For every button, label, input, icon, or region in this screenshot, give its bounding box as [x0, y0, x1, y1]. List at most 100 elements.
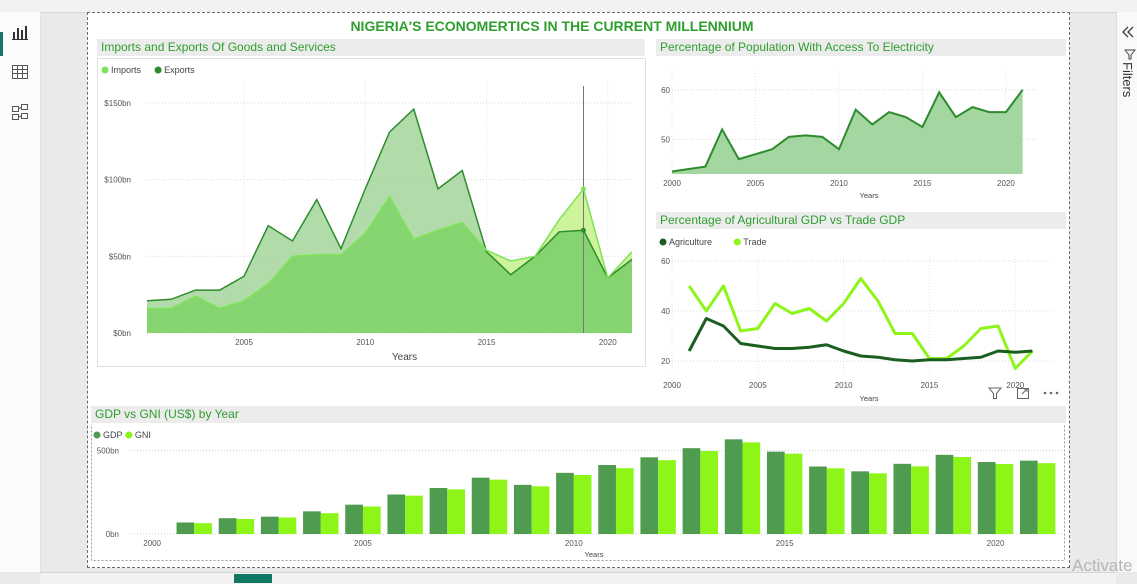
- report-view-button[interactable]: [8, 20, 32, 44]
- overlap-area: [147, 196, 632, 333]
- filters-pane-collapsed[interactable]: [1116, 12, 1137, 572]
- x-axis-title: Years: [585, 550, 604, 559]
- page-tab-active[interactable]: [234, 574, 272, 583]
- y-tick-label-0: $0bn: [113, 329, 131, 338]
- x-tick-label-1: 2005: [354, 539, 372, 548]
- focus-mode-icon[interactable]: [1016, 386, 1030, 400]
- expand-pane-icon[interactable]: [1121, 26, 1135, 38]
- legend-marker-0: [101, 66, 109, 74]
- imports-line: [147, 187, 633, 310]
- legend-label-0: Imports: [111, 65, 142, 75]
- report-title: NIGERIA'S ECONOMERTICS IN THE CURRENT MI…: [350, 18, 754, 34]
- x-tick-label-1: 2005: [747, 179, 765, 188]
- bar-chart-icon: [12, 26, 28, 40]
- gni-bar-2007: [447, 489, 466, 534]
- visual-filter-icon[interactable]: [988, 386, 1002, 400]
- gni-bar-2019: [953, 457, 972, 534]
- data-view-button[interactable]: [8, 60, 32, 84]
- x-tick-label-0: 2000: [663, 179, 681, 188]
- legend-label-1: GNI: [135, 430, 151, 440]
- y-tick-label-2: 60: [661, 257, 670, 266]
- gni-bar-2018: [911, 466, 929, 534]
- x-tick-label-1: 2005: [749, 381, 767, 390]
- view-switcher-rail: [0, 12, 41, 572]
- x-axis-title: Years: [860, 191, 879, 200]
- gdp-bar-2003: [260, 516, 279, 534]
- electricity-line: [671, 89, 1024, 173]
- legend-label-0: Agriculture: [669, 237, 712, 247]
- gni-bar-2002: [236, 519, 255, 534]
- gdp-bar-2008: [471, 477, 490, 534]
- gni-bar-2015: [784, 453, 803, 534]
- visual-border: [97, 58, 646, 367]
- gni-bar-2021: [1037, 463, 1056, 534]
- y-tick-label-3: $150bn: [104, 99, 131, 108]
- hover-point-imports: [581, 186, 586, 192]
- agriculture-line: [687, 317, 1033, 363]
- trade-line: [687, 277, 1034, 370]
- gni-bar-2003: [278, 517, 297, 534]
- x-tick-label-1: 2010: [356, 338, 374, 347]
- gdp-bar-2009: [513, 484, 532, 534]
- selected-view-indicator: [0, 32, 3, 56]
- x-axis-title: Years: [860, 394, 879, 402]
- y-tick-label-0: 20: [661, 357, 670, 366]
- gdp-bar-2018: [893, 463, 912, 534]
- gni-bar-2005: [362, 506, 381, 534]
- selected-visual-border: [91, 424, 1065, 561]
- legend-label-0: GDP: [103, 430, 123, 440]
- gni-bar-2010: [573, 475, 592, 534]
- agri-trade-title: Percentage of Agricultural GDP vs Trade …: [656, 212, 1066, 229]
- x-tick-label-0: 2000: [663, 381, 681, 390]
- gdp-bar-2010: [556, 472, 574, 534]
- x-tick-label-2: 2010: [565, 539, 583, 548]
- gdp-bar-2016: [809, 466, 827, 534]
- gdp-bar-2017: [851, 471, 870, 534]
- y-tick-label-1: $50bn: [109, 252, 131, 261]
- y-tick-label-1: 60: [661, 86, 670, 95]
- x-tick-label-4: 2020: [987, 539, 1005, 548]
- x-tick-label-0: 2000: [143, 539, 161, 548]
- gni-bar-2006: [405, 495, 423, 534]
- model-icon: [12, 104, 28, 120]
- page-tabs-bar: [40, 572, 1116, 584]
- gni-bar-2017: [869, 473, 887, 534]
- x-tick-label-3: 2015: [914, 179, 932, 188]
- more-options-icon[interactable]: [1043, 390, 1059, 396]
- filter-icon: [1124, 49, 1136, 60]
- x-tick-label-0: 2005: [235, 338, 253, 347]
- x-tick-label-2: 2010: [830, 179, 848, 188]
- exports-line: [146, 107, 633, 302]
- electricity-chart[interactable]: 50 60 2000 2005 2010 2015 2020 Years: [656, 58, 1066, 204]
- x-tick-label-4: 2020: [997, 179, 1015, 188]
- x-tick-label-3: 2015: [921, 381, 939, 390]
- gdp-bar-2021: [1019, 460, 1038, 534]
- filters-label[interactable]: Filters: [1120, 62, 1135, 98]
- gni-bar-2014: [742, 442, 761, 534]
- model-view-button[interactable]: [8, 100, 32, 124]
- gni-bar-2008: [489, 479, 508, 534]
- gni-bar-2016: [826, 468, 845, 534]
- table-icon: [12, 65, 28, 79]
- x-tick-label-3: 2020: [599, 338, 617, 347]
- gni-bar-2011: [615, 468, 634, 534]
- legend-label-1: Exports: [164, 65, 195, 75]
- gdp-gni-title: GDP vs GNI (US$) by Year: [91, 406, 1066, 423]
- gdp-bar-2015: [766, 451, 785, 534]
- gdp-gni-chart[interactable]: 0bn 500bn 2000 2005 2010 2015 2020 Years GDP GNI: [91, 424, 1066, 562]
- gni-bar-2004: [320, 513, 339, 534]
- gni-bar-2012: [658, 460, 676, 534]
- imports-exports-chart[interactable]: $0bn $50bn $100bn $150bn 2005 2010 2015 2020 Yea…: [97, 58, 647, 368]
- agri-trade-chart[interactable]: 20 40 60 2000 2005 2010 2015 2020 Years Agricultu…: [656, 230, 1066, 402]
- gdp-bar-2013: [682, 448, 701, 534]
- y-tick-label-1: 500bn: [97, 447, 119, 456]
- legend-marker-1: [154, 66, 162, 74]
- gni-bar-2009: [531, 486, 550, 534]
- gdp-bar-2005: [345, 504, 363, 534]
- gdp-bar-2014: [724, 439, 743, 534]
- gdp-bar-2012: [640, 457, 659, 534]
- activate-watermark: Activate: [1072, 556, 1133, 575]
- electricity-title: Percentage of Population With Access To …: [656, 39, 1066, 56]
- imports-exports-title: Imports and Exports Of Goods and Service…: [97, 39, 645, 56]
- gdp-bar-2007: [429, 488, 448, 534]
